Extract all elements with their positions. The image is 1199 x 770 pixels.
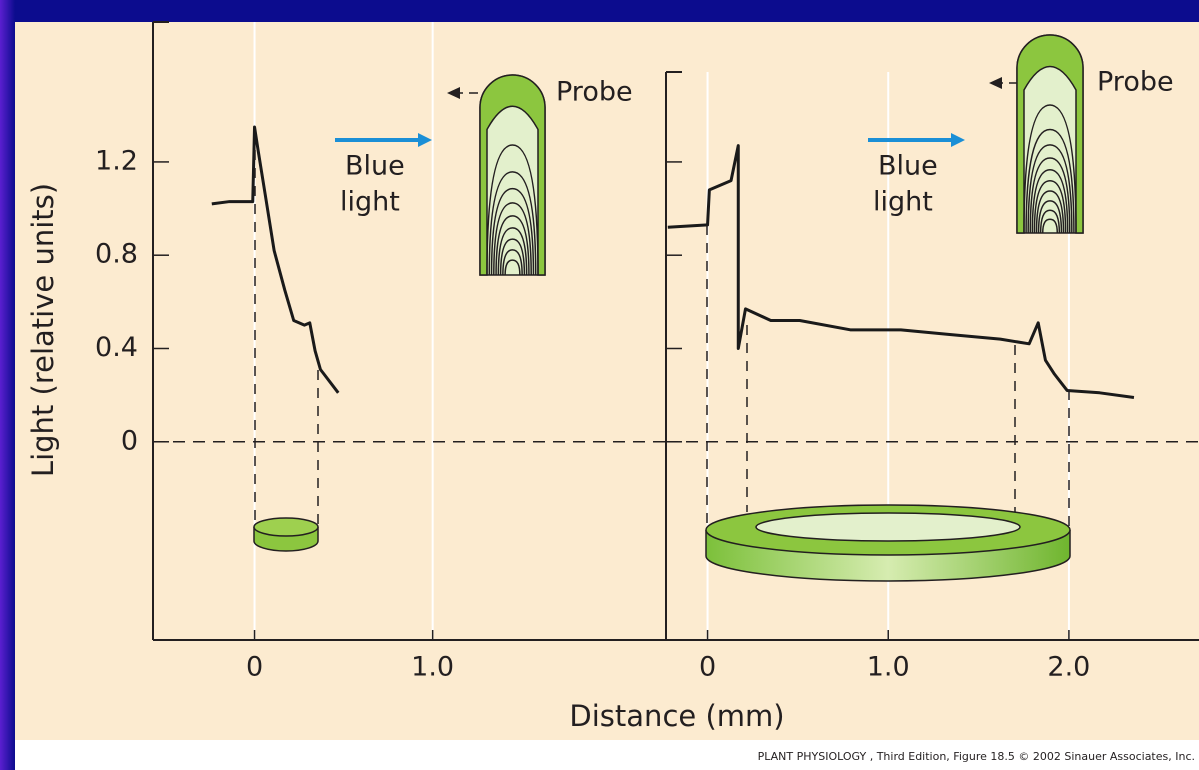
y-tick-label: 0.8: [95, 239, 138, 270]
probe-pointer-head: [447, 87, 460, 99]
blue-arrow-head: [418, 133, 432, 147]
illustrations: [253, 34, 1084, 582]
probe-layer: [488, 171, 537, 276]
annotation: Probe: [1097, 67, 1174, 98]
data-line: [667, 144, 1135, 399]
x-tick-label: 1.0: [411, 652, 454, 683]
probe-layer: [1023, 104, 1077, 234]
probe-layer: [495, 215, 530, 276]
data-line: [211, 125, 340, 394]
panel: 0 1.0 0 0.4 0.8 1.2: [95, 21, 666, 683]
probe-layer: [1027, 144, 1073, 234]
probe-layer: [1025, 128, 1075, 234]
x-tick-label: 1.0: [867, 652, 910, 683]
credit: PLANT PHYSIOLOGY , Third Edition, Figure…: [758, 750, 1195, 763]
probe-layer: [493, 202, 532, 276]
blue-arrow-head: [951, 133, 965, 147]
annotation: light: [340, 187, 400, 218]
probe-layer: [499, 238, 526, 276]
figure-background: [15, 22, 1199, 740]
probe-layer: [1041, 218, 1059, 234]
probe-layer: [1031, 169, 1069, 234]
credit-strip: [15, 740, 1199, 770]
x-tick-label: 2.0: [1047, 652, 1090, 683]
y-tick-label: 1.2: [95, 145, 138, 176]
probe-layer: [1029, 157, 1071, 234]
probe-layer: [486, 144, 539, 276]
probe-layer: [1033, 179, 1067, 234]
annotation: Blue: [878, 151, 938, 182]
x-tick-label: 0: [246, 652, 263, 683]
probe-layer: [497, 227, 528, 276]
probe-layer: [490, 187, 535, 276]
y-tick-label: 0: [121, 425, 138, 456]
probe-layer: [502, 249, 523, 276]
probe-pointer-head: [989, 77, 1002, 89]
small-disc-top: [253, 517, 319, 537]
probe-layer: [1037, 200, 1063, 234]
probe-layer: [1039, 209, 1061, 234]
annotation: Probe: [556, 77, 633, 108]
ring-hole: [755, 512, 1021, 542]
annotation: light: [873, 187, 933, 218]
x-tick-label: 0: [699, 652, 716, 683]
slide-edge: [0, 0, 15, 770]
x-axis-label: Distance (mm): [569, 699, 784, 733]
annotation: Blue: [345, 151, 405, 182]
probe-layer: [1035, 190, 1065, 234]
y-tick-label: 0.4: [95, 332, 138, 363]
y-axis-label: Light (relative units): [26, 183, 60, 477]
probe-layer: [504, 259, 521, 276]
